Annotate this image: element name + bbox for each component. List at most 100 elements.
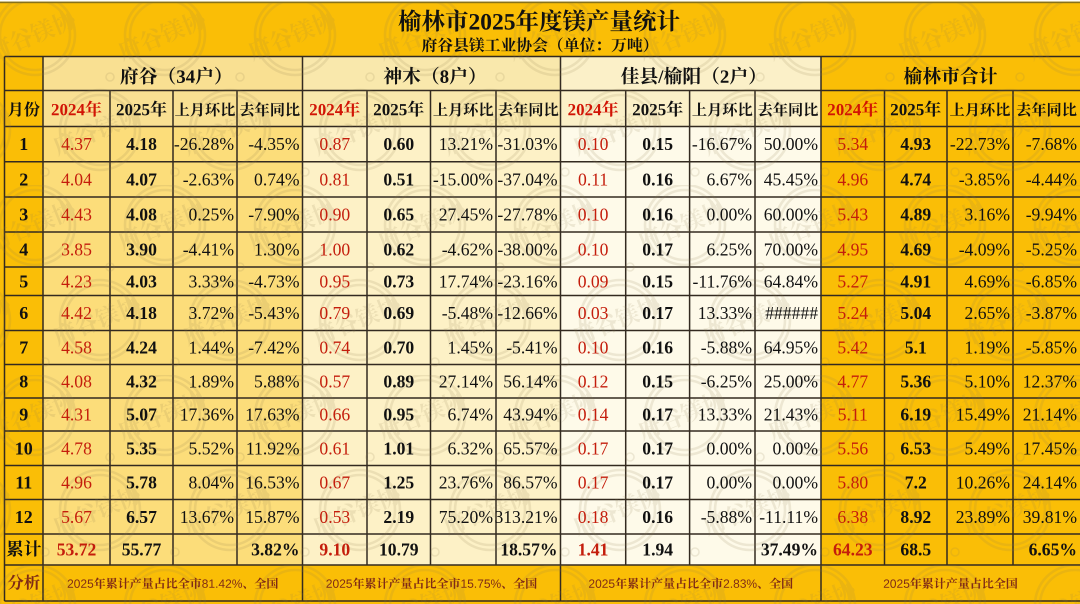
svg-text:0.90: 0.90 (319, 205, 350, 225)
svg-text:0.11: 0.11 (578, 170, 608, 190)
svg-text:0.81: 0.81 (319, 170, 350, 190)
svg-text:3.33%: 3.33% (189, 271, 235, 291)
svg-text:-5.48%: -5.48% (442, 303, 494, 323)
svg-text:23.76%: 23.76% (439, 473, 494, 493)
svg-text:-26.28%: -26.28% (174, 134, 234, 154)
svg-text:0.17: 0.17 (642, 240, 673, 260)
svg-text:4.93: 4.93 (900, 134, 931, 154)
svg-text:0.51: 0.51 (383, 170, 414, 190)
svg-text:11.92%: 11.92% (246, 438, 300, 458)
svg-text:-4.62%: -4.62% (442, 240, 494, 260)
svg-text:-3.87%: -3.87% (1026, 303, 1078, 323)
svg-text:55.77: 55.77 (122, 540, 162, 560)
svg-text:4.96: 4.96 (837, 170, 868, 190)
svg-text:0.00%: 0.00% (707, 205, 753, 225)
svg-text:6.65%: 6.65% (1029, 540, 1077, 560)
svg-text:0.16: 0.16 (642, 507, 673, 527)
svg-text:3.90: 3.90 (126, 240, 157, 260)
svg-text:27.14%: 27.14% (439, 371, 494, 391)
svg-text:17.74%: 17.74% (439, 271, 494, 291)
svg-text:0.00%: 0.00% (707, 473, 753, 493)
svg-text:0.17: 0.17 (642, 405, 673, 425)
svg-text:5.56: 5.56 (837, 438, 868, 458)
svg-text:15.87%: 15.87% (245, 507, 300, 527)
svg-text:6.38: 6.38 (837, 507, 868, 527)
svg-text:21.14%: 21.14% (1023, 405, 1078, 425)
svg-text:0.79: 0.79 (319, 303, 350, 323)
svg-text:4.78: 4.78 (61, 438, 92, 458)
svg-text:45.45%: 45.45% (764, 170, 819, 190)
svg-text:0.57: 0.57 (319, 371, 350, 391)
svg-text:0.00%: 0.00% (707, 438, 753, 458)
svg-text:-23.16%: -23.16% (497, 271, 557, 291)
svg-text:5.27: 5.27 (837, 271, 868, 291)
svg-text:0.17: 0.17 (642, 473, 673, 493)
svg-text:53.72: 53.72 (57, 540, 97, 560)
svg-text:-27.78%: -27.78% (497, 205, 557, 225)
svg-text:5: 5 (19, 271, 28, 291)
svg-text:65.57%: 65.57% (503, 438, 558, 458)
svg-text:4.08: 4.08 (61, 371, 92, 391)
svg-text:0.62: 0.62 (383, 240, 414, 260)
svg-text:-5.88%: -5.88% (701, 338, 753, 358)
svg-text:-38.00%: -38.00% (497, 240, 557, 260)
svg-text:0.25%: 0.25% (189, 205, 235, 225)
svg-text:-12.66%: -12.66% (497, 303, 557, 323)
svg-text:4.89: 4.89 (900, 205, 931, 225)
svg-text:60.00%: 60.00% (764, 205, 819, 225)
svg-text:4.69: 4.69 (900, 240, 931, 260)
svg-text:-5.25%: -5.25% (1026, 240, 1078, 260)
svg-text:18.57%: 18.57% (500, 540, 557, 560)
svg-text:5.49%: 5.49% (965, 438, 1011, 458)
svg-text:6.25%: 6.25% (707, 240, 753, 260)
svg-text:0.15: 0.15 (642, 271, 673, 291)
svg-text:0.17: 0.17 (578, 438, 609, 458)
svg-text:-11.76%: -11.76% (693, 271, 753, 291)
svg-text:4.43: 4.43 (61, 205, 92, 225)
svg-text:0.53: 0.53 (319, 507, 350, 527)
svg-text:0.17: 0.17 (642, 303, 673, 323)
svg-text:12: 12 (15, 507, 33, 527)
svg-text:56.14%: 56.14% (503, 371, 558, 391)
svg-text:######: ###### (765, 303, 818, 323)
svg-text:0.60: 0.60 (383, 134, 414, 154)
svg-text:-3.85%: -3.85% (959, 170, 1011, 190)
svg-text:15.49%: 15.49% (956, 405, 1011, 425)
svg-text:3: 3 (19, 205, 28, 225)
svg-text:64.23: 64.23 (833, 540, 873, 560)
svg-text:4.18: 4.18 (126, 134, 157, 154)
svg-text:0.00%: 0.00% (773, 473, 819, 493)
svg-text:17.63%: 17.63% (245, 405, 300, 425)
svg-text:0.03: 0.03 (578, 303, 609, 323)
svg-text:4.24: 4.24 (126, 338, 157, 358)
svg-text:0.10: 0.10 (578, 338, 609, 358)
svg-text:5.42: 5.42 (837, 338, 868, 358)
svg-text:4.04: 4.04 (61, 170, 92, 190)
svg-text:27.45%: 27.45% (439, 205, 494, 225)
svg-text:10: 10 (15, 438, 33, 458)
svg-text:5.35: 5.35 (126, 438, 157, 458)
svg-text:0.65: 0.65 (383, 205, 414, 225)
svg-text:313.21%: 313.21% (494, 507, 557, 527)
svg-text:12.37%: 12.37% (1023, 371, 1078, 391)
svg-text:1.30%: 1.30% (254, 240, 300, 260)
svg-text:5.80: 5.80 (837, 473, 868, 493)
svg-text:13.21%: 13.21% (439, 134, 494, 154)
svg-text:43.94%: 43.94% (503, 405, 558, 425)
svg-text:17.45%: 17.45% (1023, 438, 1078, 458)
svg-text:-5.88%: -5.88% (701, 507, 753, 527)
svg-text:8: 8 (19, 371, 28, 391)
svg-text:1.44%: 1.44% (189, 338, 235, 358)
svg-text:4.96: 4.96 (61, 473, 92, 493)
svg-text:-37.04%: -37.04% (497, 170, 557, 190)
svg-text:6.32%: 6.32% (448, 438, 494, 458)
svg-text:1.00: 1.00 (319, 240, 350, 260)
svg-text:6: 6 (19, 303, 28, 323)
svg-text:0.15: 0.15 (642, 371, 673, 391)
svg-text:1.45%: 1.45% (448, 338, 494, 358)
svg-text:10.79: 10.79 (379, 540, 419, 560)
svg-text:-15.00%: -15.00% (433, 170, 493, 190)
svg-text:0.17: 0.17 (578, 473, 609, 493)
svg-text:3.16%: 3.16% (965, 205, 1011, 225)
svg-text:1.89%: 1.89% (189, 371, 235, 391)
